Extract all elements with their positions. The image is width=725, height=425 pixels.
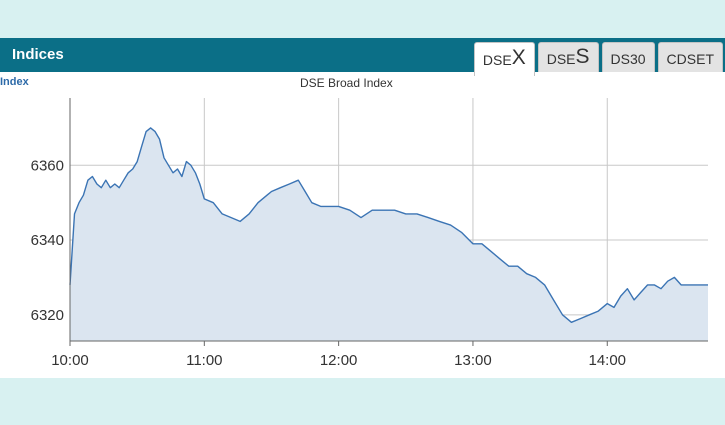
chart-header-row: Index DSE Broad Index: [0, 72, 725, 90]
widget-title: Indices: [12, 46, 64, 63]
y-tick-label: 6360: [31, 157, 64, 174]
tab-dsex-letter: X: [511, 46, 526, 69]
tab-ds30-label: DS30: [610, 51, 646, 67]
indices-widget: Indices DSE X DSE S DS30 CDSET Index DSE B…: [0, 38, 725, 378]
x-tick-label: 10:00: [51, 352, 89, 369]
chart-title: DSE Broad Index: [300, 76, 393, 90]
index-tabs: DSE X DSE S DS30 CDSET: [473, 42, 723, 76]
series-line: [69, 127, 708, 323]
tab-dses-prefix: DSE: [546, 51, 576, 67]
x-tick-label: 12:00: [320, 352, 358, 369]
tab-cdset[interactable]: CDSET: [657, 42, 723, 72]
tab-dsex-prefix: DSE: [482, 52, 512, 68]
y-tick-label: 6320: [31, 307, 64, 324]
tab-ds30[interactable]: DS30: [601, 42, 655, 72]
tab-dsex[interactable]: DSE X: [473, 42, 535, 76]
x-tick-label: 11:00: [186, 352, 222, 369]
x-tick-label: 13:00: [454, 352, 492, 369]
x-tick-label: 14:00: [588, 352, 626, 369]
index-label: Index: [0, 76, 29, 88]
tab-cdset-label: CDSET: [666, 51, 714, 67]
widget-header: Indices DSE X DSE S DS30 CDSET: [0, 38, 725, 76]
series-area: [70, 127, 708, 342]
tab-dses[interactable]: DSE S: [537, 42, 599, 72]
index-chart: 6320 6340 6360 10:00 11:00 12:00 13:00 14:00: [31, 98, 708, 369]
y-tick-label: 6340: [31, 232, 64, 249]
tab-dses-letter: S: [575, 45, 590, 68]
